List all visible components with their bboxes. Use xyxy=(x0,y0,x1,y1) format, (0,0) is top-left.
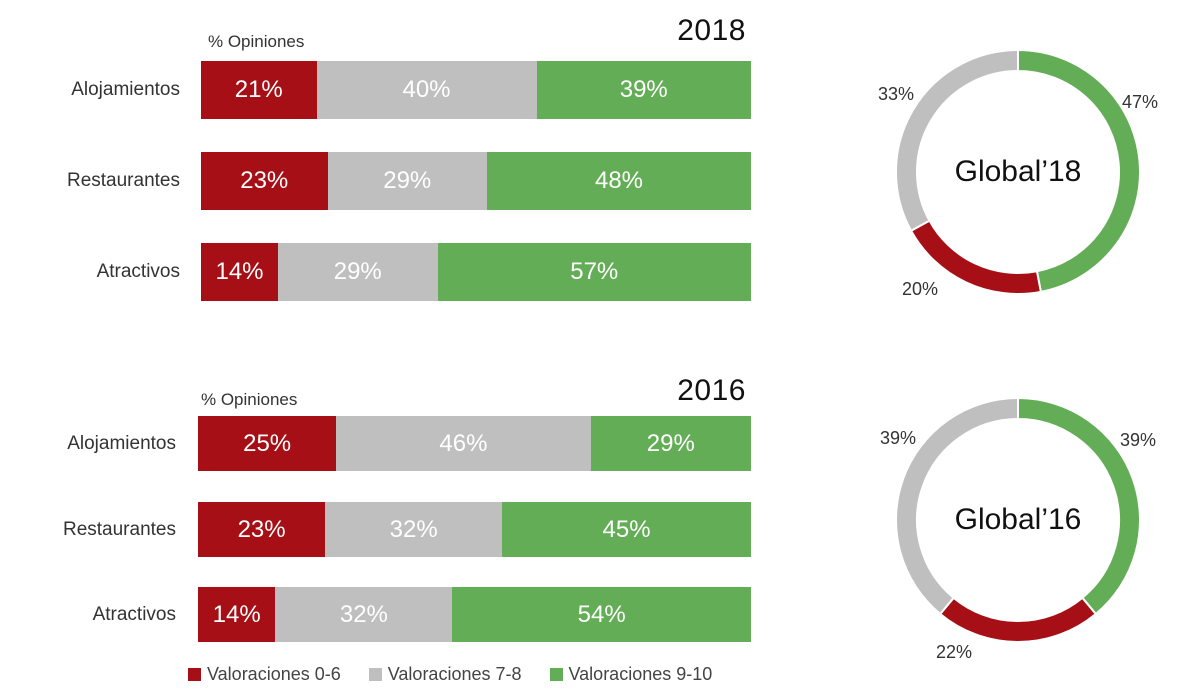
segment-mid: 40% xyxy=(316,61,537,119)
stacked-bar: 25% 46% 29% xyxy=(198,416,751,471)
stacked-bar: 23% 32% 45% xyxy=(198,502,751,557)
stacked-bar: 23% 29% 48% xyxy=(201,152,751,210)
bar-row-2018-2: Atractivos 14% 29% 57% xyxy=(0,243,760,301)
category-label: Alojamientos xyxy=(67,432,176,454)
bar-panel-2016: 2016 % Opiniones Alojamientos 25% 46% 29% … xyxy=(0,360,760,670)
segment-low: 25% xyxy=(198,416,337,471)
legend-item: Valoraciones 9-10 xyxy=(549,664,713,685)
legend: Valoraciones 0-6 Valoraciones 7-8 Valora… xyxy=(188,664,712,685)
slice-label: 33% xyxy=(878,84,915,104)
axis-label-2018: % Opiniones xyxy=(208,32,305,51)
segment-high: 29% xyxy=(590,416,751,471)
donut-svg xyxy=(895,396,1141,643)
bar-row-2018-1: Restaurantes 23% 29% 48% xyxy=(0,152,760,210)
legend-swatch xyxy=(368,668,382,681)
bar-panel-2018: 2018 % Opiniones Alojamientos 21% 40% 39% … xyxy=(0,0,760,320)
legend-label: Valoraciones 0-6 xyxy=(207,664,341,684)
bar-row-2018-0: Alojamientos 21% 40% 39% xyxy=(0,61,760,119)
segment-low: 23% xyxy=(201,152,328,210)
axis-label-2016: % Opiniones xyxy=(201,390,298,409)
legend-swatch xyxy=(549,668,563,681)
segment-low: 23% xyxy=(198,502,326,557)
segment-low: 21% xyxy=(201,61,317,119)
category-label: Atractivos xyxy=(92,603,176,625)
stacked-bar: 14% 32% 54% xyxy=(198,587,751,642)
bar-row-2016-0: Alojamientos 25% 46% 29% xyxy=(0,416,760,471)
segment-high: 48% xyxy=(487,152,751,210)
category-label: Restaurantes xyxy=(62,518,176,540)
slice-label: 39% xyxy=(1120,430,1157,450)
segment-mid: 32% xyxy=(325,502,503,557)
slice-label: 39% xyxy=(880,428,917,448)
segment-low: 14% xyxy=(201,243,278,301)
donut-svg xyxy=(895,48,1141,295)
donut-center-label: Global’16 xyxy=(954,503,1082,536)
slice-label: 47% xyxy=(1122,92,1159,112)
donut-center-label: Global’18 xyxy=(954,155,1082,188)
donut-chart-global-16: Global’16 39% 22% 39% xyxy=(868,370,1168,670)
stacked-bar: 14% 29% 57% xyxy=(201,243,751,301)
category-label: Alojamientos xyxy=(71,79,180,100)
segment-high: 45% xyxy=(502,502,751,557)
segment-mid: 46% xyxy=(336,416,591,471)
stacked-bar: 21% 40% 39% xyxy=(201,61,751,119)
category-label: Atractivos xyxy=(96,261,180,282)
chart-title-2018: 2018 xyxy=(677,14,746,47)
donut-chart-global-18: Global’18 47% 20% 33% xyxy=(868,22,1168,322)
donut-slice xyxy=(895,48,1019,233)
legend-swatch xyxy=(188,668,201,681)
legend-item: Valoraciones 0-6 xyxy=(188,664,341,685)
donut-slice xyxy=(895,396,1019,616)
bar-row-2016-2: Atractivos 14% 32% 54% xyxy=(0,587,760,642)
chart-title-2016: 2016 xyxy=(677,374,746,407)
segment-mid: 29% xyxy=(278,243,438,301)
segment-low: 14% xyxy=(198,587,276,642)
slice-label: 20% xyxy=(902,279,939,299)
segment-mid: 29% xyxy=(327,152,487,210)
legend-label: Valoraciones 7-8 xyxy=(387,664,522,684)
category-label: Restaurantes xyxy=(66,170,180,191)
segment-high: 39% xyxy=(536,61,751,119)
bar-row-2016-1: Restaurantes 23% 32% 45% xyxy=(0,502,760,557)
segment-mid: 32% xyxy=(275,587,453,642)
legend-label: Valoraciones 9-10 xyxy=(568,664,713,684)
segment-high: 54% xyxy=(452,587,751,642)
legend-item: Valoraciones 7-8 xyxy=(368,664,522,685)
segment-high: 57% xyxy=(437,243,751,301)
slice-label: 22% xyxy=(936,642,973,662)
